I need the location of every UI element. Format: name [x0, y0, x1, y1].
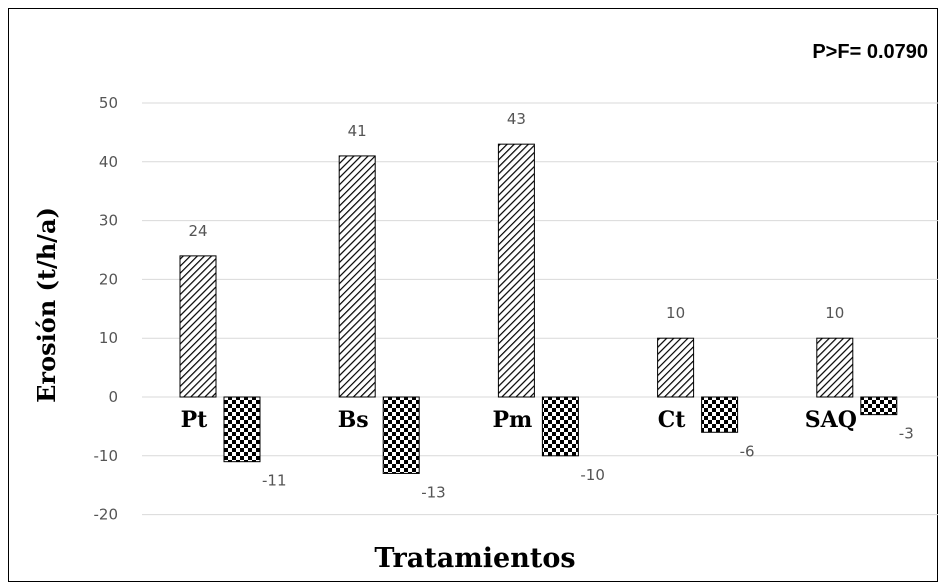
x-axis-title: Tratamientos — [374, 543, 575, 574]
category-label: Bs — [338, 407, 369, 433]
y-tick-label: -20 — [94, 506, 119, 524]
bar-series1 — [497, 143, 535, 398]
y-axis-ticks: 50 40 30 20 10 0 -10 -20 — [94, 94, 119, 524]
chart-frame — [8, 8, 938, 582]
bar-series2 — [223, 396, 261, 463]
data-label-series2: -3 — [899, 425, 914, 443]
y-axis-title: Erosión (t/h/a) — [32, 207, 61, 403]
category-label: SAQ — [805, 407, 857, 433]
y-tick-label: 10 — [99, 329, 118, 347]
data-label-series1: 10 — [666, 304, 685, 322]
data-label-series2: -11 — [262, 472, 287, 490]
data-label-series2: -13 — [421, 483, 446, 501]
data-label-series1: 41 — [348, 122, 367, 140]
category-labels: Pt Bs Pm Ct SAQ — [181, 407, 857, 433]
data-labels: 24 -11 41 -13 43 -10 10 -6 10 -3 — [188, 110, 913, 501]
y-tick-label: 50 — [99, 94, 118, 112]
category-label: Pt — [181, 407, 209, 433]
category-label: Ct — [658, 407, 687, 433]
significance-annotation: P>F= 0.0790 — [812, 41, 928, 63]
bar-series1 — [179, 255, 217, 398]
y-tick-label: 30 — [99, 212, 118, 230]
data-label-series1: 10 — [825, 304, 844, 322]
data-label-series1: 43 — [507, 110, 526, 128]
bar-series1 — [338, 155, 376, 398]
category-label: Pm — [492, 407, 532, 433]
data-label-series1: 24 — [188, 222, 207, 240]
y-tick-label: 20 — [99, 270, 118, 288]
bar-series2 — [701, 396, 739, 433]
data-label-series2: -10 — [580, 466, 605, 484]
bar-series2 — [382, 396, 420, 474]
bars — [179, 143, 898, 474]
gridlines — [142, 102, 938, 516]
y-tick-label: 0 — [108, 388, 118, 406]
bar-series1 — [657, 337, 695, 398]
y-tick-label: -10 — [94, 447, 119, 465]
bar-series2 — [860, 396, 898, 416]
bar-series1 — [816, 337, 854, 398]
y-tick-label: 40 — [99, 153, 118, 171]
data-label-series2: -6 — [740, 442, 755, 460]
bar-series2 — [541, 396, 579, 457]
